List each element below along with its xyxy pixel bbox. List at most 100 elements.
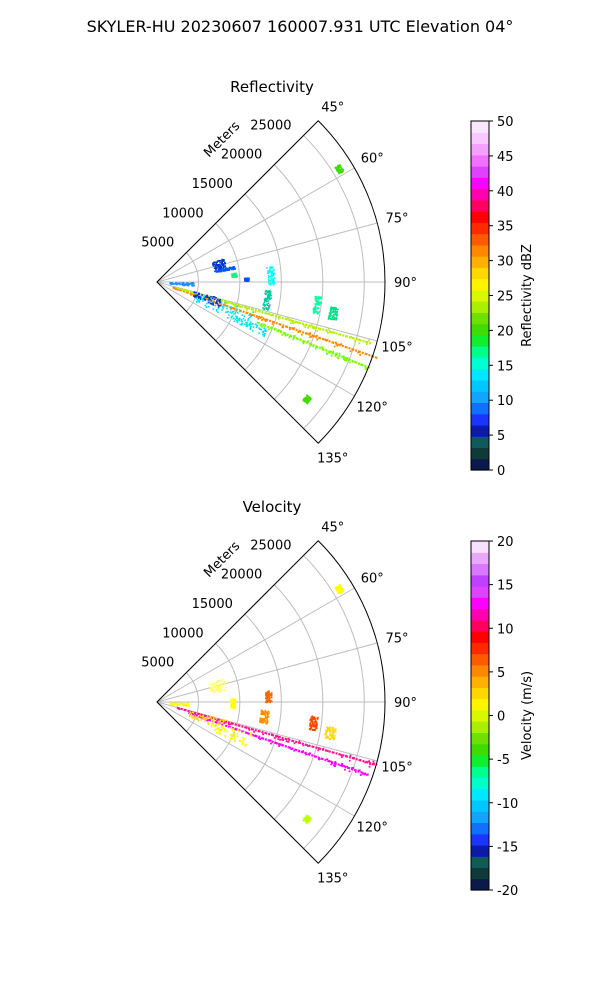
echo-gate xyxy=(217,264,219,267)
echo-gate xyxy=(269,270,272,272)
echo-gate xyxy=(316,312,319,314)
echo-gate xyxy=(219,682,221,685)
echo-gate xyxy=(189,711,192,714)
echo-gate xyxy=(236,305,239,308)
echo-gate xyxy=(266,722,269,724)
echo-gate xyxy=(194,715,197,718)
colorbar-tick-label: -5 xyxy=(497,753,510,768)
echo-gate xyxy=(195,718,198,720)
echo-gate xyxy=(271,323,274,325)
echo-gate xyxy=(314,727,317,729)
echo-gate xyxy=(257,317,260,320)
echo-gate xyxy=(172,702,174,705)
echo-gate xyxy=(262,331,265,334)
echo-gate xyxy=(289,319,292,322)
echo-gate xyxy=(226,730,228,733)
echo-gate xyxy=(207,301,210,304)
echo-gate xyxy=(326,726,328,728)
echo-gate xyxy=(371,763,374,766)
echo-gate xyxy=(286,317,289,320)
echo-gate xyxy=(217,686,220,688)
echo-gate xyxy=(303,398,305,401)
echo-gate xyxy=(204,295,207,298)
echo-gate xyxy=(228,723,230,725)
echo-gate xyxy=(263,712,266,714)
echo-gate xyxy=(213,301,216,304)
echo-gate xyxy=(231,275,234,277)
echo-gate xyxy=(197,718,199,721)
echo-gate xyxy=(234,318,237,321)
colorbar-swatch xyxy=(471,676,489,688)
echo-gate xyxy=(224,268,227,270)
echo-gate xyxy=(233,703,236,706)
echo-gate xyxy=(360,363,362,366)
echo-gate xyxy=(239,310,241,313)
echo-gate xyxy=(339,588,342,591)
echo-gate xyxy=(219,719,222,721)
echo-gate xyxy=(317,300,319,303)
echo-gate xyxy=(311,724,313,727)
echo-gate xyxy=(234,738,236,740)
echo-gate xyxy=(185,283,187,286)
echo-gate xyxy=(266,272,269,275)
echo-gate xyxy=(215,310,218,312)
echo-gate xyxy=(314,719,316,721)
echo-gate xyxy=(208,297,211,299)
echo-gate xyxy=(338,590,341,593)
echo-gate xyxy=(253,730,255,733)
echo-gate xyxy=(175,282,177,284)
echo-gate xyxy=(224,721,227,724)
echo-gate xyxy=(319,301,322,304)
echo-gate xyxy=(249,732,252,734)
echo-gate xyxy=(187,702,189,705)
echo-gate xyxy=(200,295,203,298)
echo-gate xyxy=(211,297,214,300)
echo-gate xyxy=(292,338,295,341)
azimuth-gridline xyxy=(156,701,355,817)
echo-gate xyxy=(263,717,265,720)
colorbar-swatch xyxy=(471,608,489,621)
colorbar-swatch xyxy=(471,424,489,437)
azimuth-gridline xyxy=(156,167,355,283)
echo-gate xyxy=(263,721,265,723)
echo-gate xyxy=(234,311,237,314)
echo-gate xyxy=(330,318,333,321)
echo-gate xyxy=(329,728,331,731)
echo-gate xyxy=(264,320,267,322)
echo-gate xyxy=(346,359,349,361)
echo-gate xyxy=(233,266,235,268)
echo-gate xyxy=(331,762,334,765)
echo-gate xyxy=(212,265,215,267)
colorbar-tick-label: -20 xyxy=(497,884,518,899)
echo-gate xyxy=(357,338,360,341)
echo-gate xyxy=(198,301,201,303)
echo-gate xyxy=(267,275,270,277)
echo-gate xyxy=(271,278,274,281)
colorbar-swatch xyxy=(471,166,489,178)
colorbar-tick-label: 10 xyxy=(497,394,514,409)
echo-gate xyxy=(346,765,349,768)
echo-gate xyxy=(314,295,317,298)
colorbar-swatch xyxy=(471,256,489,268)
echo-gate xyxy=(233,702,236,705)
echo-gate xyxy=(335,167,338,170)
colorbar-swatch xyxy=(471,244,489,257)
colorbar-swatch xyxy=(471,844,489,857)
echo-gate xyxy=(265,716,267,719)
echo-gate xyxy=(265,723,268,725)
echo-gate xyxy=(329,311,332,313)
echo-gate xyxy=(307,818,310,820)
echo-gate xyxy=(230,302,232,304)
echo-gate xyxy=(198,292,200,295)
echo-gate xyxy=(304,396,307,399)
echo-gate xyxy=(266,266,268,269)
azimuth-tick-label: 45° xyxy=(321,100,344,115)
echo-gate xyxy=(216,300,218,302)
range-tick-label: 25000 xyxy=(250,118,291,133)
panels: Reflectivity45°60°75°90°105°120°135°5000… xyxy=(141,78,535,899)
echo-gate xyxy=(236,319,239,322)
echo-gate xyxy=(213,729,216,731)
echo-gate xyxy=(245,323,248,326)
echo-gate xyxy=(198,297,200,300)
echo-gate xyxy=(329,310,332,312)
